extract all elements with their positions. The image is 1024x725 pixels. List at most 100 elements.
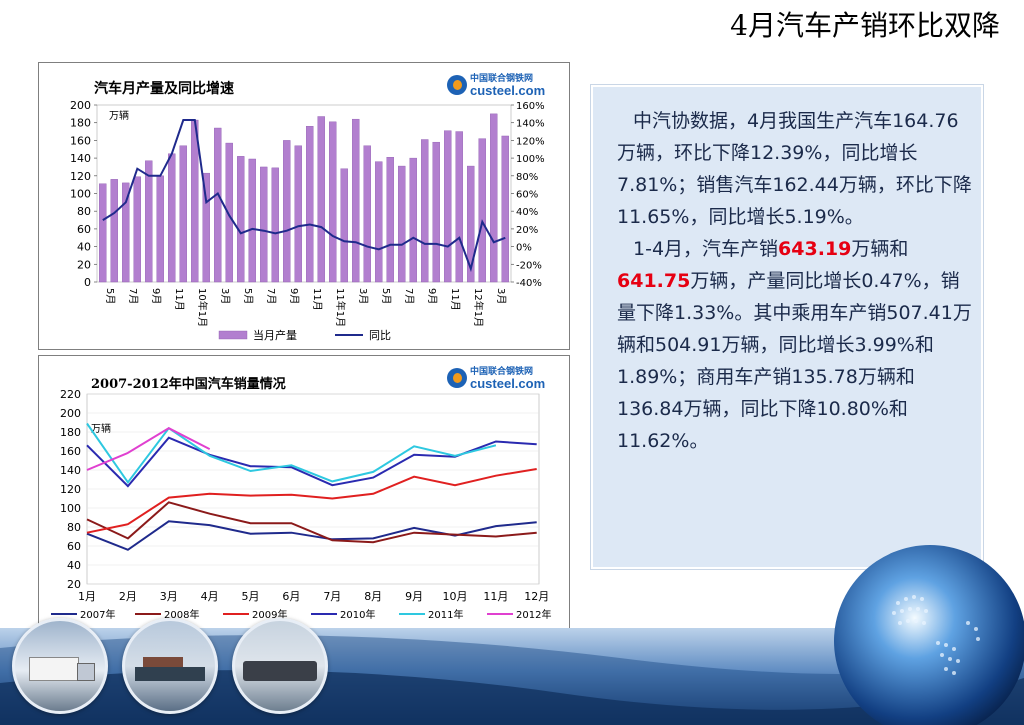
chart2-legend-label-0: 2007年	[80, 608, 115, 621]
truck-thumbnail-icon	[12, 618, 108, 714]
chart2-legend-label-3: 2010年	[340, 608, 375, 621]
chart1-bar	[248, 158, 256, 283]
chart1-bar	[156, 175, 164, 283]
chart1-bar	[386, 157, 394, 283]
chart2-series-line-4	[86, 422, 497, 485]
chart-sales: 2007-2012年中国汽车销量情况 20 40 60 80 100 120 140 160 18…	[51, 376, 551, 621]
chart1-ytick-left-label: 200	[70, 99, 91, 112]
chart2-series-line-2	[86, 468, 537, 534]
chart1-bar	[409, 157, 417, 283]
chart1-xtick-label: 5月	[104, 288, 116, 304]
chart1-bar	[179, 145, 187, 283]
chart1-xtick-label: 3月	[495, 288, 507, 304]
chart1-bar	[432, 141, 440, 283]
chart1-xtick-label: 3月	[219, 288, 231, 304]
chart2-unit-label: 万辆	[91, 422, 111, 435]
chart2-ytick-label: 20	[67, 578, 81, 591]
chart1-unit-label: 万辆	[109, 109, 129, 122]
chart1-bar	[340, 168, 348, 283]
chart2-xtick-label: 2月	[119, 590, 137, 603]
chart1-bar	[490, 113, 498, 283]
chart1-bar	[363, 145, 371, 283]
chart1-bar	[122, 182, 130, 283]
chart-production: 汽车月产量及同比增速 0 20 40 60 80 100 120 140 160 180 200 -40…	[70, 80, 545, 342]
chart1-xtick-label: 11月	[173, 288, 185, 311]
summary-paragraph-1: 中汽协数据，4月我国生产汽车164.76万辆，环比下降12.39%，同比增长7.…	[617, 110, 972, 228]
chart2-xtick-label: 11月	[483, 590, 508, 603]
chart1-yoy-line	[102, 119, 506, 273]
chart1-ytick-left-label: 140	[70, 152, 91, 165]
chart2-xtick-label: 10月	[442, 590, 467, 603]
chart1-legend-label-line: 同比	[369, 329, 391, 342]
chart1-bar	[455, 131, 463, 283]
chart2-xtick-label: 8月	[364, 590, 382, 603]
chart2-legend-label-1: 2008年	[164, 608, 199, 621]
chart2-ytick-label: 60	[67, 540, 81, 553]
chart1-xtick-label: 3月	[357, 288, 369, 304]
chart1-ytick-right-label: -40%	[516, 278, 542, 289]
chart1-bar	[145, 160, 153, 283]
chart2-ytick-label: 100	[60, 502, 81, 515]
chart1-bar	[306, 126, 314, 283]
chart1-bar	[237, 156, 245, 283]
train-thumbnail-icon	[232, 618, 328, 714]
chart1-bar	[225, 142, 233, 283]
chart1-ytick-left-label: 120	[70, 170, 91, 183]
chart1-ytick-right-label: 20%	[516, 225, 538, 236]
chart1-xtick-label: 10年1月	[196, 288, 209, 327]
chart1-ytick-left-label: 80	[77, 205, 91, 218]
chart1-plot-area	[96, 104, 512, 283]
chart1-ytick-right-label: 80%	[516, 172, 538, 183]
p2-highlight-sales: 641.75	[617, 270, 691, 292]
chart1-bar	[421, 139, 429, 283]
chart1-ytick-left-label: 180	[70, 117, 91, 130]
chart1-bar	[202, 172, 210, 283]
chart1-xtick-label: 9月	[288, 288, 300, 304]
summary-panel: 中汽协数据，4月我国生产汽车164.76万辆，环比下降12.39%，同比增长7.…	[591, 85, 983, 569]
chart1-bar	[133, 176, 141, 283]
chart1-bar	[99, 183, 107, 283]
chart1-ytick-right-label: 60%	[516, 190, 538, 201]
chart2-ytick-label: 120	[60, 483, 81, 496]
chart2-ytick-label: 40	[67, 559, 81, 572]
chart1-bar	[214, 127, 222, 283]
chart1-ytick-right-label: 120%	[516, 136, 545, 147]
chart1-xtick-label: 9月	[150, 288, 162, 304]
chart1-ytick-right-label: 160%	[516, 101, 545, 112]
chart1-xtick-label: 7月	[403, 288, 415, 304]
chart1-bar	[271, 167, 279, 283]
logo-cn-2: 中国联合钢铁网	[470, 367, 534, 377]
chart1-xtick-label: 5月	[242, 288, 254, 304]
chart1-ytick-right-label: 100%	[516, 154, 545, 165]
custeel-logo-icon-2	[447, 368, 467, 388]
logo-en-2: custeel.com	[470, 376, 546, 391]
globe-icon	[834, 545, 1024, 725]
chart1-bar	[375, 161, 383, 283]
chart2-ytick-label: 220	[60, 388, 81, 401]
chart1-xtick-label: 5月	[380, 288, 392, 304]
chart1-title: 汽车月产量及同比增速	[94, 80, 234, 97]
chart1-bar	[260, 166, 268, 283]
chart1-ytick-left-label: 60	[77, 223, 91, 236]
chart1-xtick-label: 11年1月	[334, 288, 347, 327]
chart1-legend-swatch-bar	[218, 330, 248, 340]
chart2-xtick-label: 4月	[201, 590, 219, 603]
chart1-xtick-label: 7月	[127, 288, 139, 304]
logo-en: custeel.com	[470, 83, 546, 98]
chart2-legend-label-5: 2012年	[516, 608, 551, 621]
chart2-series-line-5	[86, 427, 211, 471]
p2-highlight-production: 643.19	[778, 238, 852, 260]
chart2-ytick-label: 140	[60, 464, 81, 477]
custeel-logo-icon	[447, 75, 467, 95]
chart1-bar	[478, 138, 486, 283]
chart1-bar	[294, 145, 302, 283]
chart1-ytick-right-label: 0%	[516, 243, 532, 254]
chart1-xtick-label: 9月	[426, 288, 438, 304]
chart1-ytick-left-label: 160	[70, 134, 91, 147]
chart1-bar	[352, 118, 360, 283]
chart1-bar	[168, 153, 176, 283]
chart2-ytick-label: 80	[67, 521, 81, 534]
ship-thumbnail-icon	[122, 618, 218, 714]
p2-text-a: 1-4月，汽车产销	[633, 238, 779, 260]
summary-paragraph-2: 1-4月，汽车产销643.19万辆和 641.75万辆，产量同比增长0.47%，销…	[593, 233, 981, 457]
